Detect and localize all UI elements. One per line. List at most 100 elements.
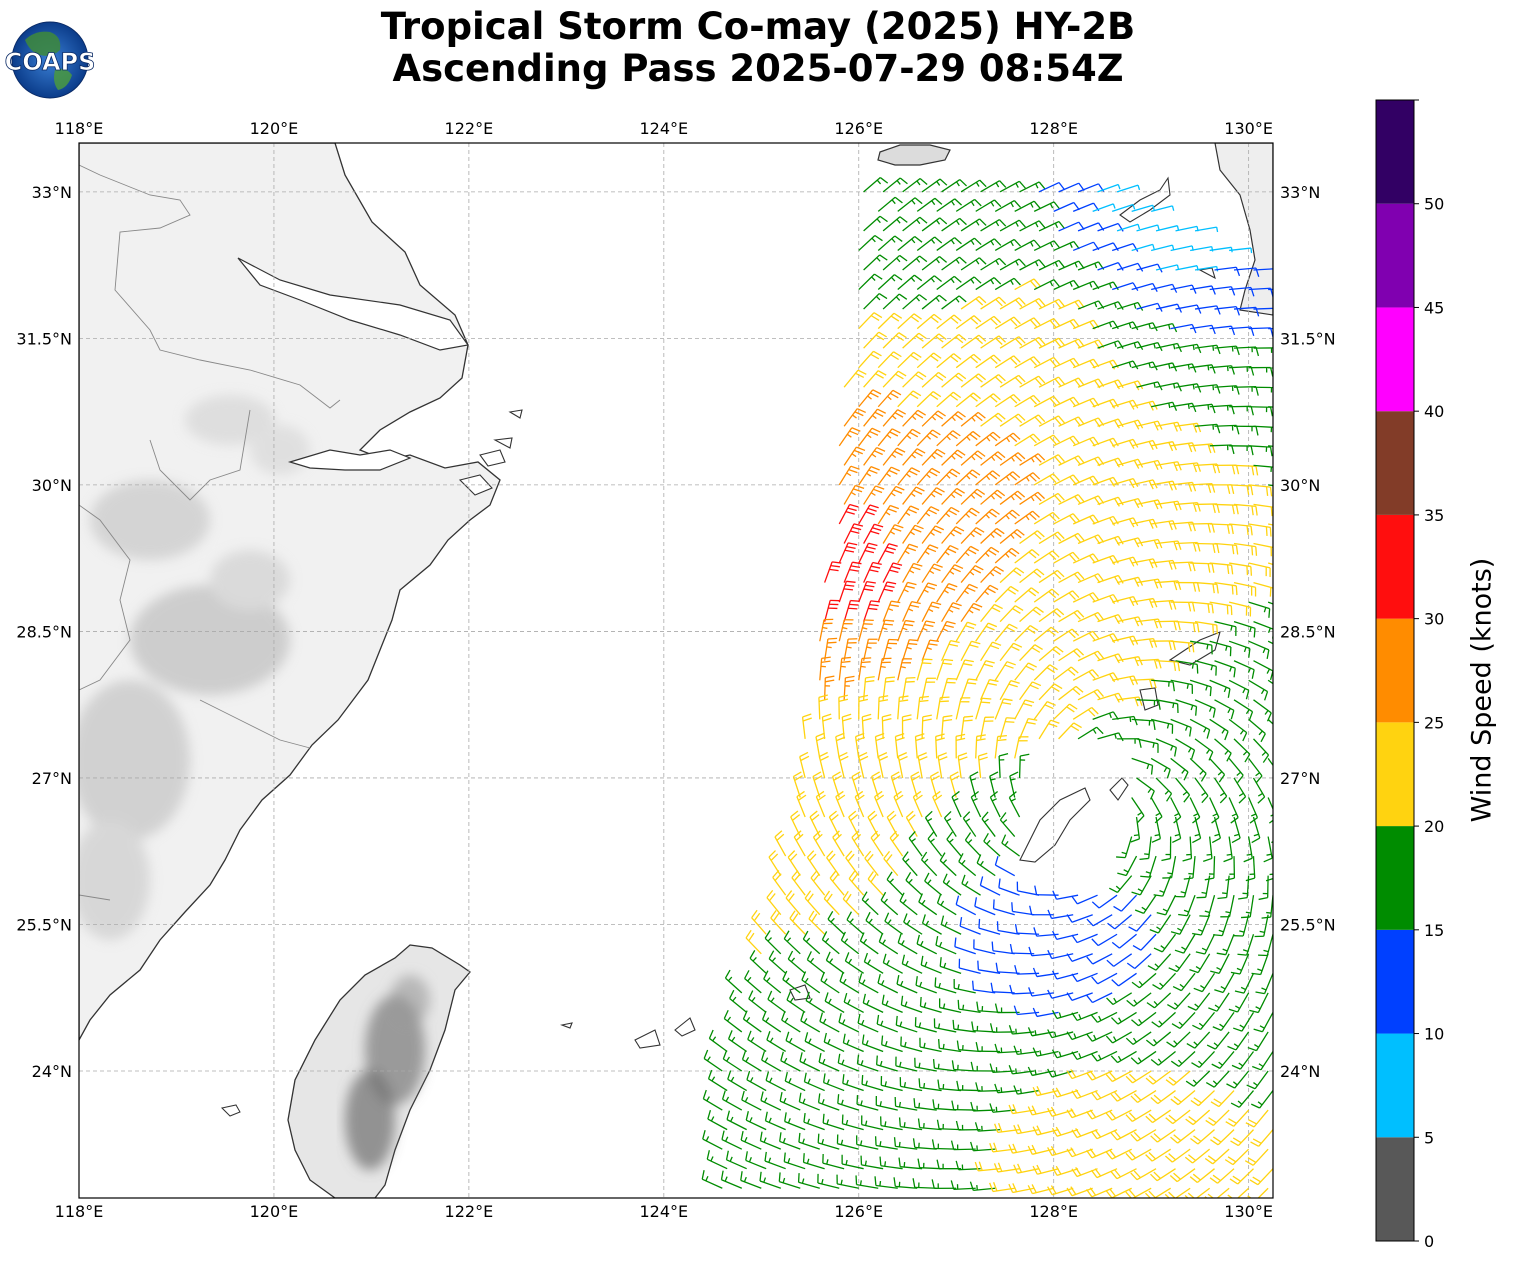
wind-barb xyxy=(951,790,962,818)
wind-barb xyxy=(838,465,860,486)
wind-barb xyxy=(871,771,882,798)
wind-barb xyxy=(1253,542,1273,557)
wind-barb xyxy=(786,991,806,1013)
wind-barb xyxy=(1105,1148,1132,1160)
taiwan-terrain xyxy=(345,975,430,1170)
wind-barb xyxy=(822,1073,845,1092)
wind-barb xyxy=(1209,484,1235,495)
wind-barb xyxy=(858,312,883,330)
wind-barb xyxy=(882,953,903,974)
wind-barb xyxy=(1233,464,1259,476)
wind-barb xyxy=(1209,444,1235,455)
wind-barb xyxy=(1170,797,1182,824)
wind-barb xyxy=(877,235,903,251)
wind-barb xyxy=(759,1171,781,1189)
wind-barb xyxy=(745,929,762,955)
wind-barb xyxy=(1195,933,1216,955)
map-frame xyxy=(78,142,1274,1199)
wind-barb xyxy=(1233,699,1254,721)
wind-barb xyxy=(955,353,982,369)
wind-barb xyxy=(902,851,918,877)
wind-barb xyxy=(897,619,915,642)
wind-barb xyxy=(956,1040,981,1053)
wind-barb xyxy=(994,432,1021,447)
wind-barb xyxy=(863,446,886,466)
wind-barb xyxy=(1033,473,1060,486)
wind-barb xyxy=(1251,816,1261,844)
wind-barb xyxy=(960,640,981,662)
wind-barb xyxy=(1156,620,1181,631)
wind-barb xyxy=(819,1012,840,1033)
wind-barb xyxy=(863,370,887,388)
wind-barb xyxy=(1233,621,1256,638)
lon-tick-top-label: 124°E xyxy=(639,119,688,138)
wind-barb xyxy=(1228,758,1244,784)
wind-barb xyxy=(1190,601,1214,614)
wind-barb xyxy=(1116,184,1141,193)
wind-barb xyxy=(1014,356,1041,369)
wind-barb xyxy=(946,831,962,857)
wind-barb xyxy=(1253,386,1273,393)
wind-barb xyxy=(1131,282,1158,292)
wind-barb xyxy=(1238,875,1250,900)
wind-barb xyxy=(1247,1031,1269,1052)
wind-barb xyxy=(1019,606,1044,623)
wind-barb xyxy=(876,1014,898,1033)
wind-barb xyxy=(829,870,845,896)
wind-barb xyxy=(1217,875,1230,900)
wind-barb xyxy=(975,622,998,642)
wind-barb xyxy=(1267,679,1273,685)
lat-ticks-left: 33°N 31.5°N 30°N 28.5°N 27°N 25.5°N 24°N xyxy=(16,183,72,1081)
wind-barb xyxy=(941,487,965,505)
wind-barb xyxy=(914,1057,937,1072)
wind-barb xyxy=(1116,341,1144,351)
wind-barb xyxy=(961,874,981,896)
wind-barb xyxy=(806,951,826,974)
wind-barb xyxy=(1155,500,1182,511)
wind-barb xyxy=(1136,738,1159,753)
wind-barb xyxy=(1019,414,1046,427)
wind-barb xyxy=(1066,992,1093,1002)
colorbar-tick-label: 20 xyxy=(1424,817,1444,836)
wind-barb xyxy=(916,934,938,955)
wind-barb xyxy=(784,1112,806,1131)
wind-barb xyxy=(1027,1066,1054,1077)
wind-barb xyxy=(1097,614,1124,625)
wind-barb xyxy=(861,1115,884,1131)
wind-barb xyxy=(1014,472,1041,486)
wind-barb xyxy=(1032,1086,1059,1097)
wind-barb xyxy=(821,713,832,739)
wind-barb xyxy=(902,448,926,466)
wind-barb xyxy=(1229,523,1253,536)
wind-barb xyxy=(844,952,864,974)
lon-tick-top-label: 130°E xyxy=(1224,119,1273,138)
wind-barb xyxy=(863,254,888,271)
wind-barb xyxy=(1066,1147,1093,1158)
zhoushan-islands xyxy=(458,409,523,496)
wind-barb xyxy=(1248,679,1269,701)
wind-barb xyxy=(789,910,806,935)
wind-barb xyxy=(862,993,884,1013)
wind-barb xyxy=(1185,1109,1211,1126)
wind-barb xyxy=(843,599,860,622)
wind-barb xyxy=(837,1094,859,1111)
wind-barb xyxy=(764,1151,786,1170)
wind-barb xyxy=(1175,777,1191,803)
wind-barb xyxy=(1014,394,1041,408)
wind-barb xyxy=(1038,608,1065,623)
wind-barb xyxy=(980,527,1005,544)
wind-barb xyxy=(1130,1129,1157,1142)
wind-barb xyxy=(919,1037,942,1053)
wind-barb xyxy=(877,389,902,408)
wind-barb xyxy=(999,374,1026,388)
wind-barb xyxy=(921,256,948,271)
wind-barb xyxy=(825,951,845,974)
wind-barb xyxy=(960,526,985,544)
wind-barb xyxy=(1155,540,1182,551)
wind-barb xyxy=(877,752,888,779)
wind-barb xyxy=(914,1017,937,1033)
wind-barb xyxy=(920,955,942,974)
wind-barb xyxy=(863,600,880,622)
wind-barb xyxy=(821,931,840,955)
wind-barb xyxy=(902,294,928,310)
